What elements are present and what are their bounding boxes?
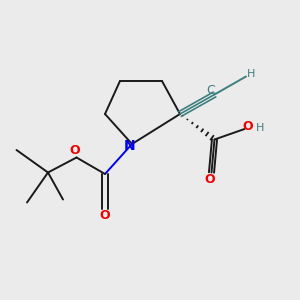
Text: H: H <box>247 69 256 79</box>
Text: O: O <box>70 144 80 158</box>
Text: H: H <box>256 123 264 134</box>
Text: O: O <box>242 119 253 133</box>
Text: O: O <box>205 172 215 186</box>
Text: O: O <box>99 208 110 222</box>
Text: C: C <box>206 83 215 97</box>
Text: N: N <box>124 140 135 153</box>
